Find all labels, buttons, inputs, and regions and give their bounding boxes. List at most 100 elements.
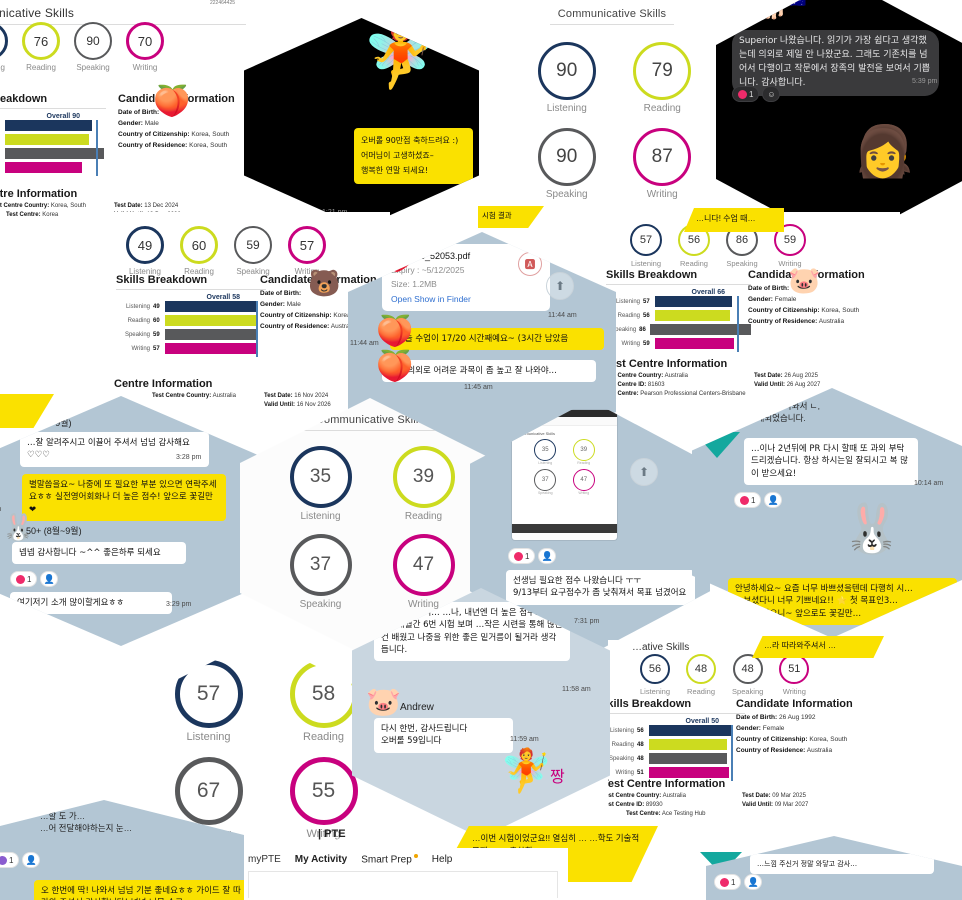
reaction-row[interactable]: 1 👤 (10, 571, 59, 587)
reaction-row[interactable]: 1 👤 (734, 492, 783, 508)
reaction-row[interactable]: 1 ☺ (732, 86, 781, 102)
share-icon[interactable]: ⬆ (630, 458, 658, 486)
reaction-row[interactable]: 1 👤 (714, 874, 763, 890)
skill-circle-listening: 56 Listening (640, 654, 670, 696)
reaction-row[interactable]: 1 👤 (0, 852, 41, 868)
nav-item-mypte[interactable]: myPTE (248, 854, 281, 866)
breakdown-row: Listening 49 (116, 301, 266, 312)
person-pill[interactable]: 👤 (40, 571, 59, 587)
phone-body: Communicative Skills 35 Listening 39 Rea… (512, 426, 617, 524)
skill-value: 76 (33, 33, 49, 49)
field-label: Gender: (260, 301, 285, 308)
skill-circle-listening: 49 Listening (126, 226, 164, 276)
skill-circle-listening: 57 Listening (166, 660, 251, 743)
phone-toolbar[interactable] (512, 524, 617, 533)
heart-icon (740, 495, 749, 505)
thumb-skill-value: 35 (541, 447, 549, 453)
skill-label: Listening (300, 511, 341, 522)
field-value: Australia (330, 323, 357, 330)
breakdown-row: Writing 57 (116, 343, 266, 354)
skill-value: 90 (556, 146, 578, 167)
bar-speaking (649, 753, 727, 764)
bar-value: 60 (153, 317, 160, 324)
sticker-character-peach: 🍑 (153, 85, 191, 118)
pte-nav-row: myPTE My Activity Smart Prep Help (238, 848, 568, 871)
sticker-peach-2: 🍑 (376, 315, 414, 348)
smiley-icon: ☺ (767, 89, 776, 99)
chat-file-bubble[interactable]: yong_Jo_52053.pdf Expiry : ~5/12/2025 Si… (382, 244, 550, 312)
candidate-row: Gender: Male (260, 301, 390, 308)
person-pill[interactable]: 👤 (744, 874, 763, 890)
add-reaction-pill[interactable]: ☺ (762, 86, 781, 102)
field-value: 16 Nov 2024 (294, 393, 329, 399)
nav-item-smart-prep[interactable]: Smart Prep (361, 854, 418, 865)
heart-icon (720, 877, 729, 887)
bar-value: 48 (637, 755, 644, 762)
skill-value: 57 (299, 237, 315, 253)
field-value: Korea, South (50, 203, 86, 209)
bar-writing (649, 767, 729, 778)
heart-icon (0, 855, 7, 865)
report-3-section-title: Communicative Skills (557, 8, 667, 20)
breakdown-row: Listening 56 (608, 725, 745, 736)
heart-reaction-pill[interactable]: 1 (734, 492, 762, 508)
nav-item-help[interactable]: Help (431, 854, 453, 866)
new-badge-dot-icon (413, 854, 418, 858)
skill-value: 67 (196, 779, 221, 802)
breakdown-row: Reading 76 (0, 134, 106, 145)
candidate-row: Country of Citizenship: Korea, South (118, 131, 263, 138)
person-pill[interactable]: 👤 (538, 548, 557, 564)
chart-axis (737, 296, 739, 352)
divider (606, 284, 751, 285)
heart-reaction-pill[interactable]: 1 (732, 86, 760, 102)
overall-value: 50 (711, 718, 719, 725)
file-actions[interactable]: Open Show in Finder (391, 294, 471, 305)
candidate-row: Gender: Female (736, 725, 904, 732)
skill-value: 59 (246, 238, 260, 252)
reaction-row[interactable]: 1 👤 (508, 548, 557, 564)
bar-listening (655, 296, 732, 307)
date-row: Valid Until: 26 Aug 2027 (754, 382, 900, 388)
timestamp: 10:14 am (914, 480, 944, 487)
yellow-tag-right-top: …니다! 수업 때… (684, 208, 784, 232)
report-1-candidate-title: Candidate Information (118, 93, 235, 105)
phone-nav-bar (512, 417, 617, 426)
skill-value: 59 (783, 234, 797, 246)
bar-value: 56 (643, 312, 650, 319)
overall-label: Overall (46, 113, 71, 120)
person-pill[interactable]: 👤 (22, 852, 41, 868)
person-icon: 👤 (767, 494, 780, 505)
bar-writing (5, 162, 82, 173)
heart-reaction-pill[interactable]: 1 (0, 852, 20, 868)
heart-reaction-pill[interactable]: 1 (10, 571, 38, 587)
overall-label: Overall (691, 289, 716, 296)
field-label: Gender: (736, 725, 761, 732)
heart-reaction-pill[interactable]: 1 (714, 874, 742, 890)
chat-bubble-thanks-2: 넵넵 감사합니다 ~^^ 좋은하루 되세요 (12, 542, 186, 565)
breakdown-row: Speaking 48 (608, 753, 745, 764)
person-icon: 👤 (541, 550, 554, 561)
skill-label: Listening (0, 63, 6, 72)
chart-axis (731, 725, 733, 781)
nav-item-my-activity[interactable]: My Activity (294, 854, 348, 866)
bar-value: 49 (153, 303, 160, 310)
bar-label: Writing (621, 340, 640, 347)
field-label: Country of Citizenship: (748, 307, 820, 314)
skill-value: 39 (412, 466, 435, 487)
chat-text-above: …할 도 가… …어 전달해야하는지 눈… (40, 811, 133, 833)
hex-tile-chat-pr: …을 48점나와서 ㄴ, …게되었습니다. …이나 2년뒤에 PR 다시 할때 … (692, 388, 962, 638)
person-pill[interactable]: 👤 (764, 492, 783, 508)
bar-label: Speaking (608, 755, 634, 762)
file-name: yong_Jo_52053.pdf (391, 251, 471, 261)
skill-value: 70 (137, 33, 153, 49)
divider (0, 24, 246, 25)
chat-image-attachment-phone-screenshot[interactable]: Communicative Skills 35 Listening 39 Rea… (512, 410, 617, 540)
heart-reaction-pill[interactable]: 1 (508, 548, 536, 564)
field-value: Korea, South (189, 142, 228, 149)
sticker-text-bubble: 짱 (550, 769, 565, 786)
sticker-dog: 🐕 (758, 0, 791, 20)
timestamp: 11:58 am (562, 686, 591, 693)
field-label: Test Centre Country: (604, 373, 664, 379)
breakdown-row: Reading 48 (608, 739, 745, 750)
share-icon[interactable]: ⬆ (546, 272, 574, 300)
